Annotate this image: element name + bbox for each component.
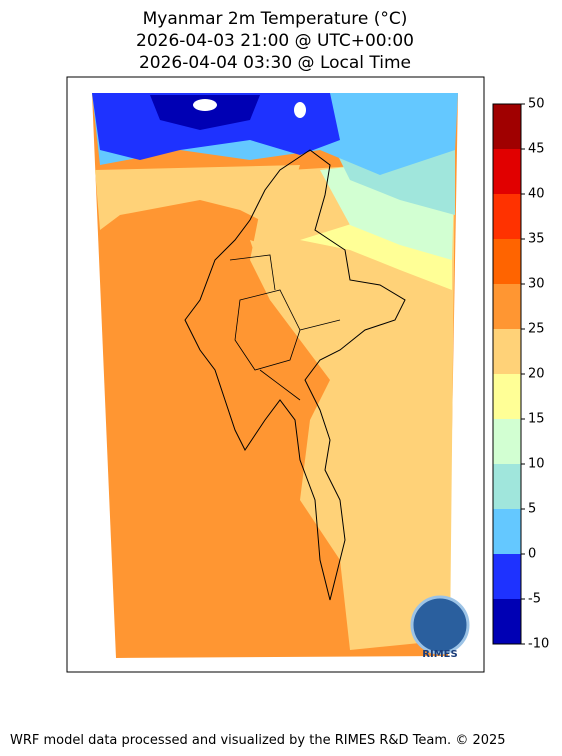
colorbar-bin (493, 464, 521, 509)
colorbar-tick-label: 30 (528, 277, 545, 292)
colorbar-tick-label: 25 (528, 322, 545, 337)
colorbar-bin (493, 194, 521, 239)
colorbar-bin (493, 239, 521, 284)
colorbar-bin (493, 374, 521, 419)
country-border (184, 149, 406, 601)
colorbar-tick-label: 20 (528, 367, 545, 382)
colorbar-bin (493, 509, 521, 554)
colorbar-tick-label: 15 (528, 412, 545, 427)
colorbar-bin (493, 149, 521, 194)
logo-text: RIMES (422, 649, 457, 660)
title-line: Myanmar 2m Temperature (°C) (143, 9, 408, 29)
colorbar-tick-label: 0 (528, 547, 536, 562)
colorbar-tick-label: 35 (528, 232, 545, 247)
colorbar-bin (493, 419, 521, 464)
colorbar-bin (493, 284, 521, 329)
colorbar-tick-label: 40 (528, 187, 545, 202)
logo: RIMES (410, 595, 470, 660)
colorbar-bin (493, 329, 521, 374)
footer: WRF model data processed and visualized … (10, 733, 506, 748)
colorbar-tick-label: 50 (528, 97, 545, 112)
colorbar-bin (493, 554, 521, 599)
colorbar-tick-label: 45 (528, 142, 545, 157)
colorbar-bin (493, 599, 521, 644)
colorbar-tick-label: 5 (528, 502, 536, 517)
colorbar-bin (493, 104, 521, 149)
temperature-field (92, 93, 458, 658)
title-line: 2026-04-04 03:30 @ Local Time (139, 53, 411, 73)
colorbar-tick-label: -10 (528, 637, 549, 652)
colorbar-tick-label: 10 (528, 457, 545, 472)
title-line: 2026-04-03 21:00 @ UTC+00:00 (136, 31, 414, 51)
region-border (229, 254, 341, 401)
colorbar-tick-label: -5 (528, 592, 541, 607)
